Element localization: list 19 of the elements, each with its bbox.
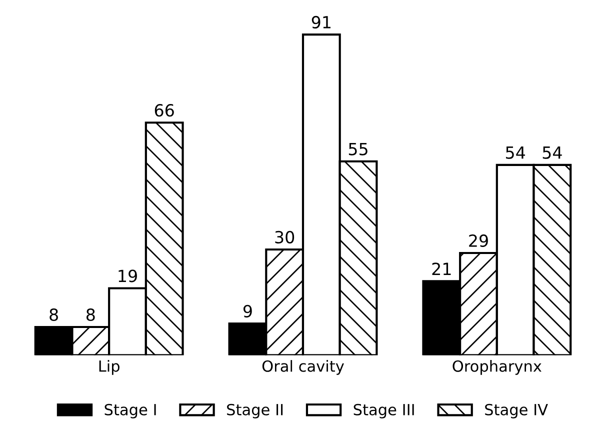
data-label: 91 bbox=[312, 16, 330, 29]
legend-label: Stage III bbox=[354, 404, 414, 418]
legend-label: Stage I bbox=[104, 404, 156, 418]
data-label: 55 bbox=[348, 142, 368, 156]
data-label: 9 bbox=[243, 304, 252, 318]
data-label: 30 bbox=[275, 230, 294, 244]
data-label: 54 bbox=[506, 146, 526, 159]
data-label: 29 bbox=[469, 234, 488, 248]
x-tick-label: Oropharynx bbox=[452, 360, 542, 375]
data-label: 8 bbox=[50, 308, 58, 322]
data-label: 21 bbox=[432, 262, 451, 275]
x-tick-label: Oral cavity bbox=[262, 360, 344, 375]
data-label: 54 bbox=[542, 146, 562, 159]
data-label: 66 bbox=[154, 104, 174, 117]
data-label: 19 bbox=[118, 270, 137, 282]
x-tick-label: Lip bbox=[99, 360, 120, 375]
data-label: 8 bbox=[86, 308, 95, 322]
legend-label: Stage IV bbox=[485, 404, 548, 418]
legend-label: Stage II bbox=[227, 404, 283, 418]
